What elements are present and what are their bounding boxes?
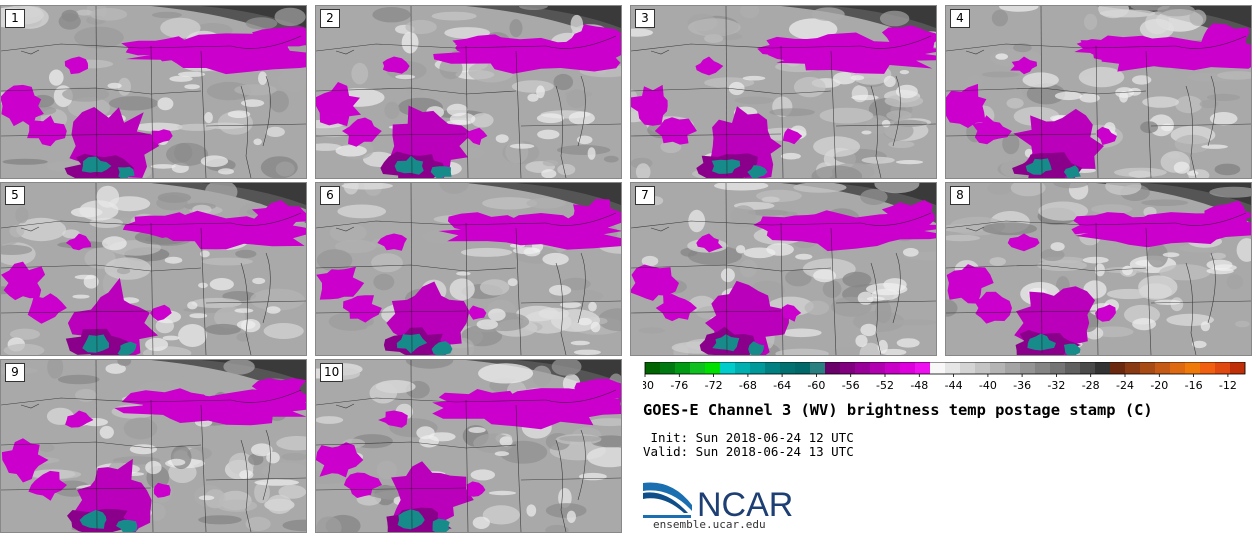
colorbar-tick-label: -32 [1047,379,1065,392]
init-time: Init: Sun 2018-06-24 12 UTC [643,430,854,445]
colorbar-swatch [720,362,736,374]
colorbar-swatch [750,362,766,374]
colorbar-tick-label: -24 [1116,379,1134,392]
colorbar-swatch [780,362,796,374]
colorbar-swatch [795,362,811,374]
colorbar-tick-label: -76 [670,379,688,392]
colorbar-swatch [1050,362,1066,374]
colorbar-tick-label: -48 [910,379,928,392]
colorbar-swatch [1185,362,1201,374]
colorbar-swatch [960,362,976,374]
colorbar-tick-label: -44 [945,379,963,392]
panel-number: 3 [635,9,655,28]
water-vapor-map [1,183,306,355]
colorbar-swatch [765,362,781,374]
panel-number: 10 [320,363,344,382]
postage-stamp-panel: 9 [0,359,307,533]
colorbar-tick-label: -20 [1150,379,1168,392]
colorbar-swatch [930,362,946,374]
postage-stamp-panel: 10 [315,359,622,533]
colorbar-swatch [690,362,706,374]
colorbar-swatch [1170,362,1186,374]
colorbar-swatch [660,362,676,374]
postage-stamp-panel: 2 [315,5,622,179]
colorbar-swatch [1065,362,1081,374]
colorbar-swatch [885,362,901,374]
colorbar-swatch [1230,362,1246,374]
figure-title: GOES-E Channel 3 (WV) brightness temp po… [643,401,1153,419]
ncar-logo-text: NCAR [697,486,792,519]
colorbar-swatch [1110,362,1126,374]
colorbar-swatch [870,362,886,374]
colorbar-tick-label: -56 [842,379,860,392]
panel-number: 6 [320,186,340,205]
colorbar-tick-label: -80 [643,379,654,392]
colorbar-swatch [1200,362,1216,374]
colorbar-swatch [810,362,826,374]
colorbar-swatch [675,362,691,374]
colorbar-swatch [1095,362,1111,374]
colorbar-tick-label: -12 [1219,379,1237,392]
colorbar-swatch [990,362,1006,374]
colorbar-swatch [735,362,751,374]
water-vapor-map [631,6,936,178]
postage-stamp-panel: 1 [0,5,307,179]
colorbar-tick-label: -68 [739,379,757,392]
water-vapor-map [946,183,1251,355]
postage-stamp-panel: 7 [630,182,937,356]
water-vapor-map [1,360,306,532]
water-vapor-map [316,6,621,178]
water-vapor-map [316,360,621,532]
panel-number: 7 [635,186,655,205]
colorbar-swatch [900,362,916,374]
colorbar-tick-label: -64 [773,379,791,392]
colorbar-swatch [1005,362,1021,374]
colorbar-tick-label: -16 [1185,379,1203,392]
colorbar-swatch [1215,362,1231,374]
colorbar-tick-label: -72 [705,379,723,392]
colorbar-swatch [1035,362,1051,374]
colorbar-swatch [705,362,721,374]
colorbar-tick-label: -28 [1082,379,1100,392]
ncar-url: ensemble.ucar.edu [653,518,766,531]
colorbar-swatch [1125,362,1141,374]
panel-number: 5 [5,186,25,205]
colorbar-swatch [975,362,991,374]
postage-stamp-panel: 3 [630,5,937,179]
colorbar-swatch [1020,362,1036,374]
colorbar-swatch [855,362,871,374]
postage-stamp-panel: 8 [945,182,1252,356]
colorbar: -80 -76 -72 -68 -64 -60 -56 -52 -48 -44 -40 -36 -32 -… [643,362,1246,392]
postage-stamp-panel: 6 [315,182,622,356]
colorbar-swatch [645,362,661,374]
panel-number: 4 [950,9,970,28]
colorbar-tick-label: -36 [1013,379,1031,392]
colorbar-swatch [840,362,856,374]
postage-stamp-panel: 5 [0,182,307,356]
colorbar-tick-label: -60 [807,379,825,392]
colorbar-tick-label: -40 [979,379,997,392]
colorbar-swatch [1080,362,1096,374]
colorbar-swatch [1140,362,1156,374]
colorbar-swatch [945,362,961,374]
panel-number: 1 [5,9,25,28]
ncar-logo: NCAR [643,482,792,519]
water-vapor-map [1,6,306,178]
water-vapor-map [946,6,1251,178]
colorbar-swatch [915,362,931,374]
panel-number: 2 [320,9,340,28]
colorbar-swatch [1155,362,1171,374]
colorbar-swatch [825,362,841,374]
water-vapor-map [316,183,621,355]
ncar-logo-swoosh [643,482,692,511]
valid-time: Valid: Sun 2018-06-24 13 UTC [643,444,854,459]
colorbar-tick-label: -52 [876,379,894,392]
water-vapor-map [631,183,936,355]
postage-stamp-panel: 4 [945,5,1252,179]
panel-number: 8 [950,186,970,205]
panel-number: 9 [5,363,25,382]
